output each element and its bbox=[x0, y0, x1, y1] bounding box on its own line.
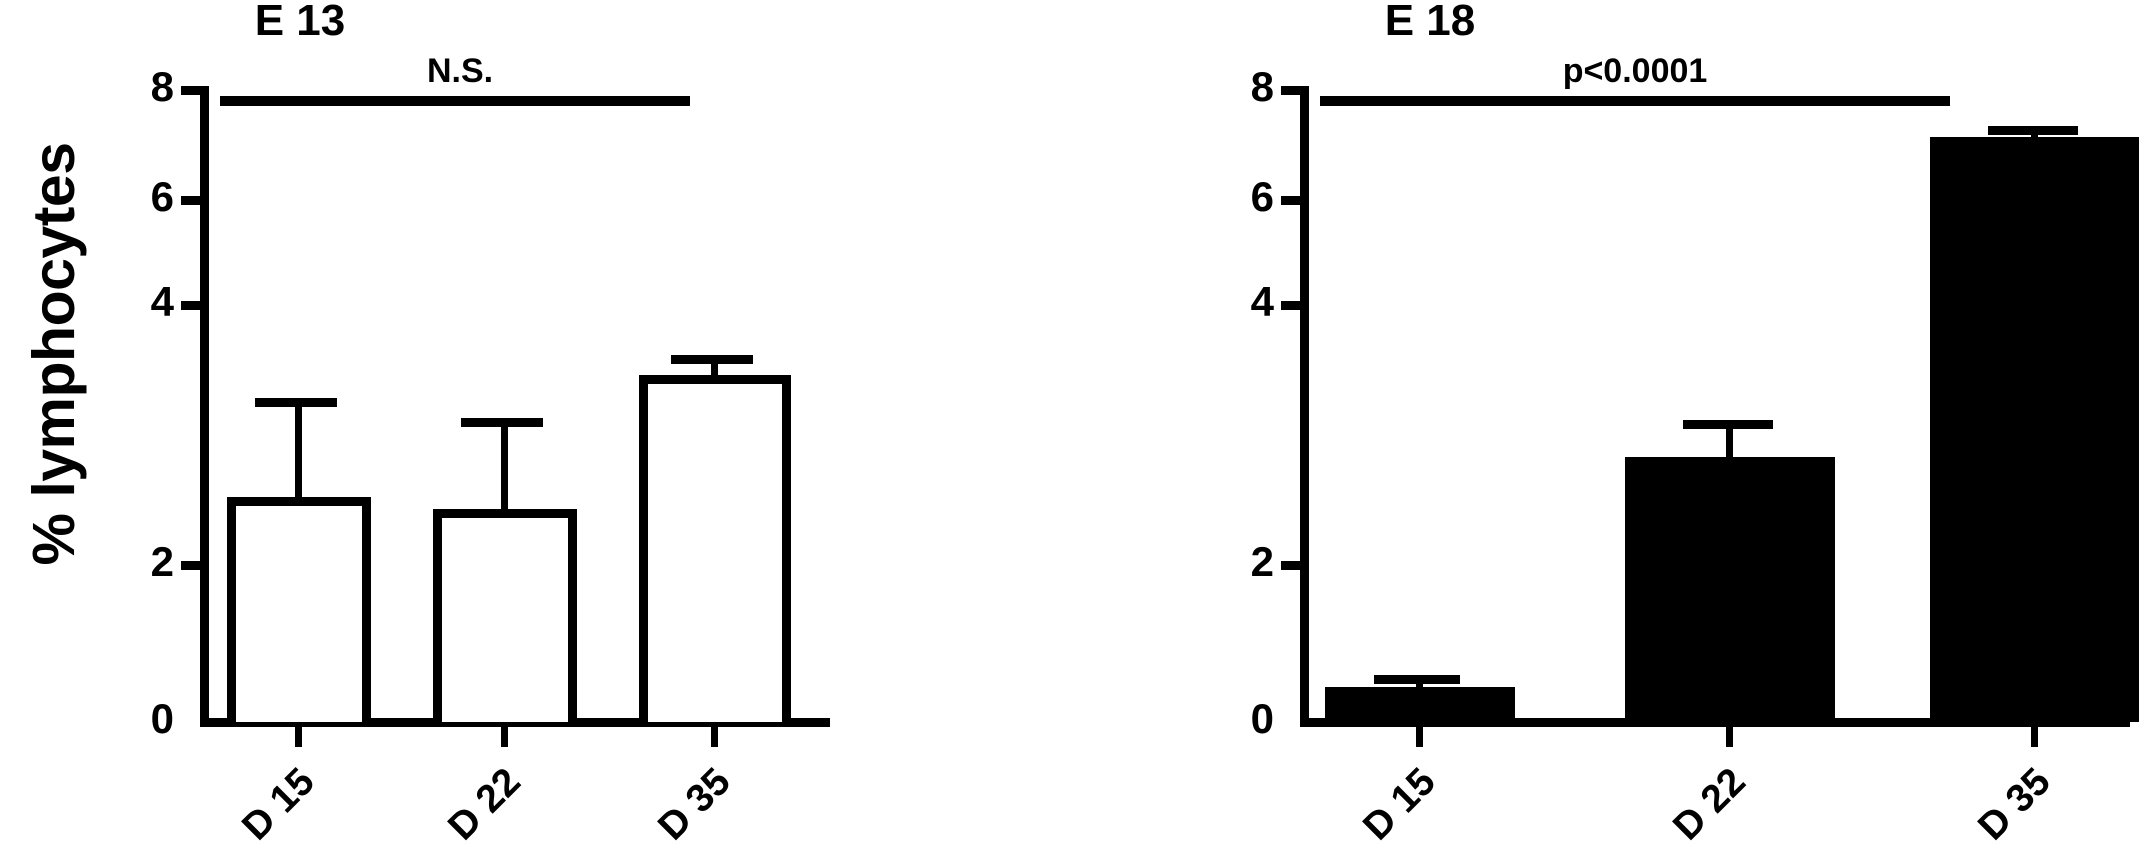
y-tick-label-0-e13: 0 bbox=[150, 695, 174, 742]
y-tick-mark-2-e13 bbox=[181, 561, 200, 570]
error-bar-stem-e18-d22 bbox=[1726, 422, 1733, 464]
x-tick-mark-e18-d15 bbox=[1416, 727, 1423, 747]
panel-e13: E 13 8 6 4 2 0 N.S. bbox=[70, 0, 1070, 849]
y-tick-mark-8-e13 bbox=[181, 86, 200, 95]
bar-e13-d15 bbox=[227, 497, 371, 722]
plot-area-e13: 8 6 4 2 0 N.S. D 15 bbox=[70, 0, 1070, 849]
error-bar-cap-e18-d15 bbox=[1374, 675, 1460, 684]
bar-e18-d22 bbox=[1625, 457, 1835, 722]
y-tick-mark-4-e18 bbox=[1281, 301, 1300, 310]
bar-e18-d35 bbox=[1930, 137, 2139, 722]
y-tick-label-8-e13: 8 bbox=[150, 63, 174, 110]
error-bar-cap-e18-d35 bbox=[1988, 126, 2078, 135]
x-tick-label-e18-d22: D 22 bbox=[1665, 760, 1754, 849]
significance-label-e13: N.S. bbox=[426, 52, 494, 90]
x-tick-label-e13-d35: D 35 bbox=[650, 760, 739, 849]
error-bar-cap-e13-d15 bbox=[255, 398, 337, 407]
x-tick-label-e18-d35: D 35 bbox=[1970, 760, 2059, 849]
y-tick-mark-6-e18 bbox=[1281, 196, 1300, 205]
bar-e18-d15 bbox=[1325, 687, 1515, 722]
x-tick-mark-e13-d22 bbox=[501, 727, 508, 747]
error-bar-stem-e13-d22 bbox=[501, 418, 508, 515]
error-bar-stem-e18-d15 bbox=[1416, 677, 1423, 691]
error-bar-stem-e13-d15 bbox=[295, 398, 302, 503]
y-tick-label-8-e18: 8 bbox=[1250, 63, 1274, 110]
x-tick-label-e13-d15: D 15 bbox=[234, 760, 323, 849]
y-tick-label-6-e13: 6 bbox=[150, 173, 174, 220]
plot-area-e18: 8 6 4 2 0 p<0.0001 D 15 bbox=[1170, 0, 2139, 849]
y-tick-label-2-e13: 2 bbox=[150, 538, 174, 585]
y-tick-label-4-e18: 4 bbox=[1250, 278, 1274, 325]
y-axis-line-e18 bbox=[1300, 86, 1309, 726]
y-tick-label-2-e18: 2 bbox=[1250, 538, 1274, 585]
error-bar-cap-e13-d35 bbox=[671, 355, 753, 364]
significance-line-e18 bbox=[1320, 96, 1950, 106]
y-axis-title-container: % lymphocytes bbox=[0, 0, 87, 842]
x-tick-mark-e18-d22 bbox=[1726, 727, 1733, 747]
significance-label-e18: p<0.0001 bbox=[1562, 52, 1708, 90]
x-tick-mark-e13-d35 bbox=[711, 727, 718, 747]
y-tick-mark-2-e18 bbox=[1281, 561, 1300, 570]
bar-e13-d35 bbox=[639, 375, 791, 722]
x-axis-line-e13 bbox=[200, 718, 830, 727]
x-tick-label-e18-d15: D 15 bbox=[1355, 760, 1444, 849]
panel-e18: E 18 8 6 4 2 0 p<0.0001 D bbox=[1170, 0, 2139, 849]
y-tick-mark-4-e13 bbox=[181, 301, 200, 310]
y-tick-label-4-e13: 4 bbox=[150, 278, 174, 325]
bar-e13-d22 bbox=[433, 509, 577, 722]
y-tick-label-0-e18: 0 bbox=[1250, 695, 1274, 742]
y-tick-mark-6-e13 bbox=[181, 196, 200, 205]
error-bar-stem-e18-d35 bbox=[2031, 128, 2038, 144]
x-axis-line-e18 bbox=[1300, 718, 2130, 727]
significance-line-e13 bbox=[220, 96, 690, 106]
error-bar-cap-e18-d22 bbox=[1683, 420, 1773, 429]
y-axis-line-e13 bbox=[200, 86, 209, 726]
panel-title-e13: E 13 bbox=[254, 0, 346, 45]
y-tick-label-6-e18: 6 bbox=[1250, 173, 1274, 220]
panel-title-e18: E 18 bbox=[1384, 0, 1476, 45]
y-tick-mark-8-e18 bbox=[1281, 86, 1300, 95]
x-tick-mark-e18-d35 bbox=[2031, 727, 2038, 747]
error-bar-stem-e13-d35 bbox=[711, 355, 718, 383]
x-tick-mark-e13-d15 bbox=[295, 727, 302, 747]
x-tick-label-e13-d22: D 22 bbox=[440, 760, 529, 849]
error-bar-cap-e13-d22 bbox=[461, 418, 543, 427]
